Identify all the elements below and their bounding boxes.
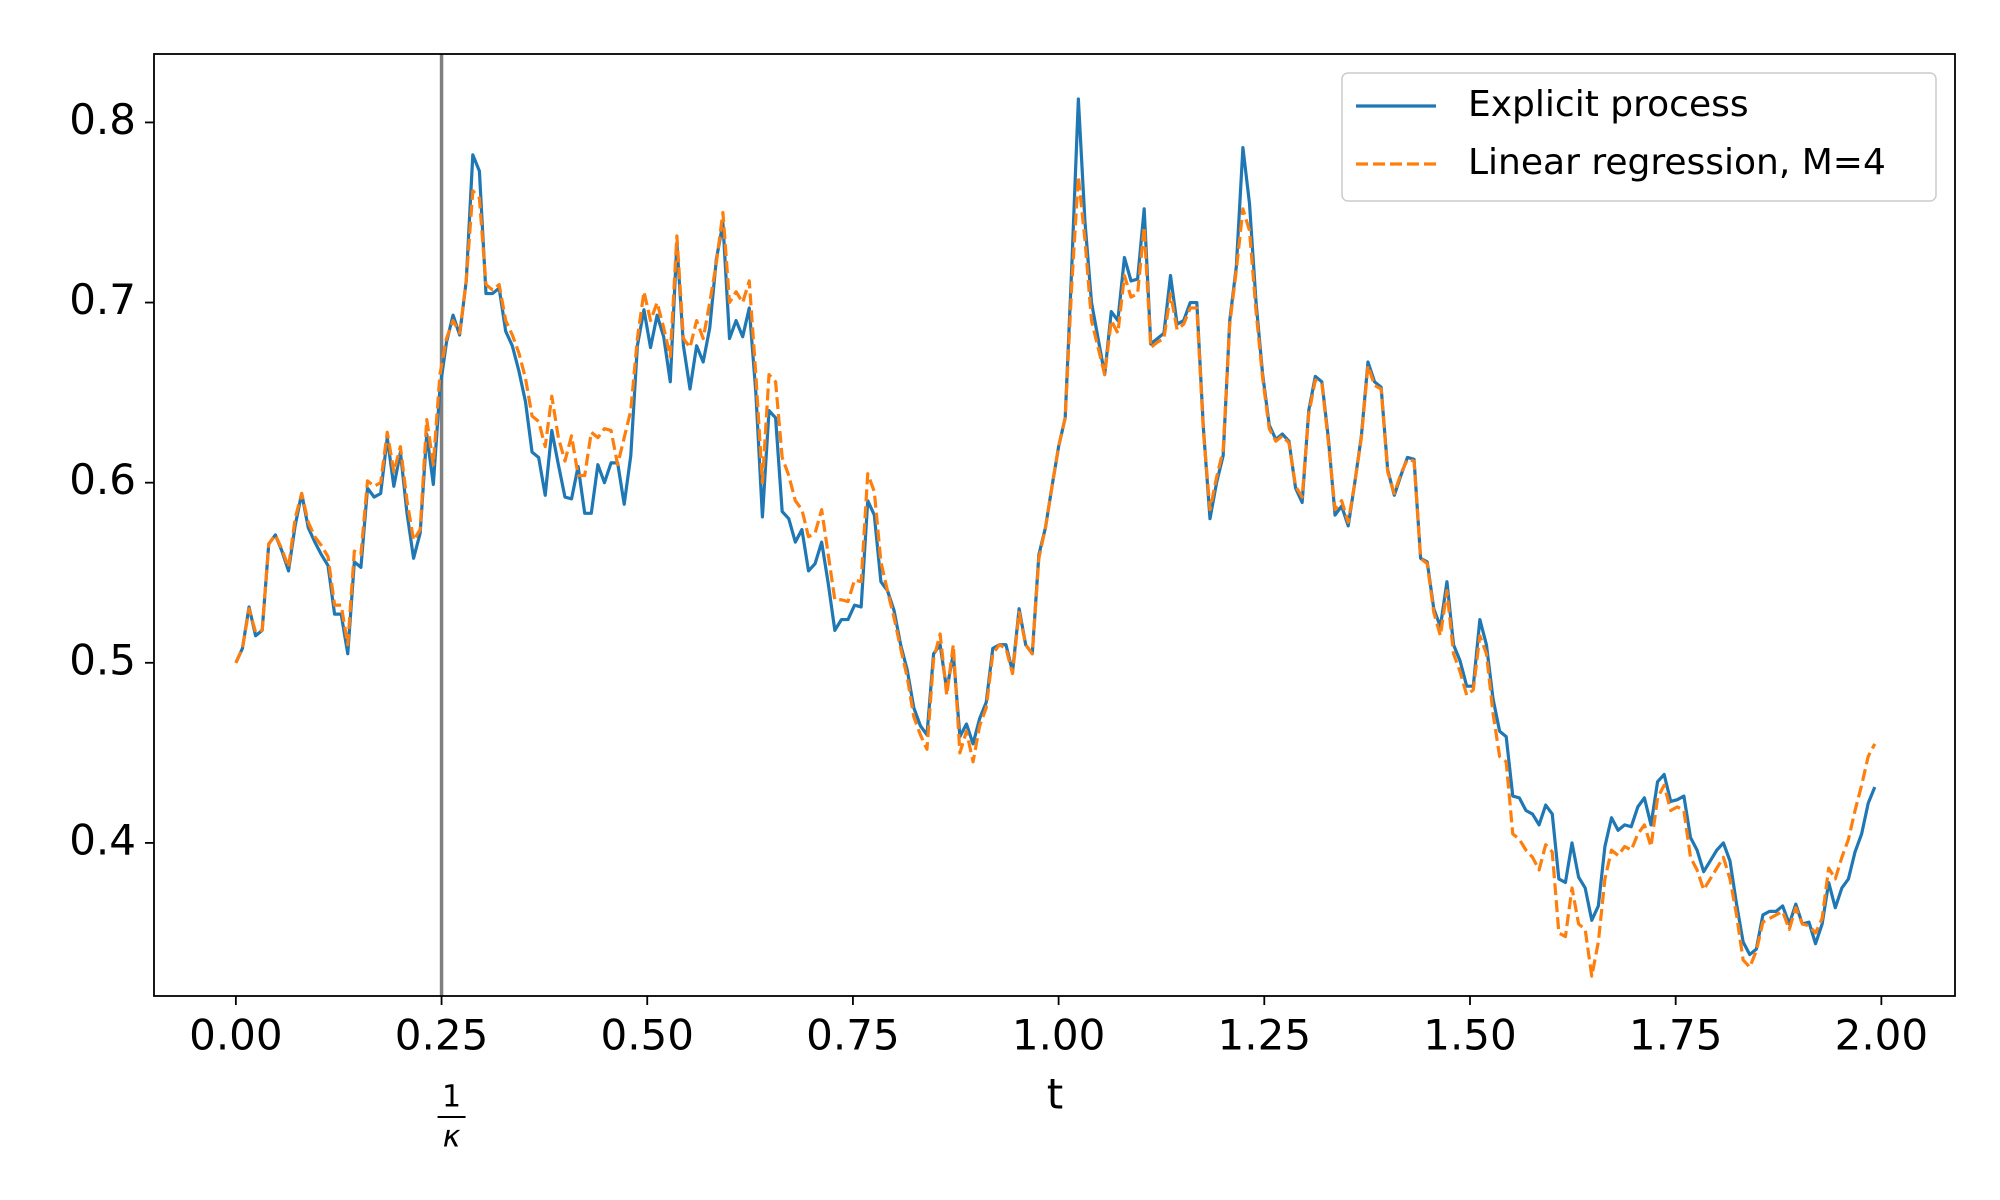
y-tick-label: 0.6: [69, 455, 136, 504]
x-tick-label: 1.25: [1218, 1011, 1312, 1060]
series-line: [234, 97, 1877, 957]
y-tick-label: 0.4: [69, 815, 136, 864]
x-tick-label: 1.00: [1012, 1011, 1106, 1060]
x-tick-label: 0.75: [806, 1011, 900, 1060]
x-tick-label: 1.50: [1423, 1011, 1517, 1060]
x-tick-label: 0.00: [189, 1011, 283, 1060]
x-tick-label: 1.75: [1629, 1011, 1723, 1060]
x-tick-label: 2.00: [1835, 1011, 1929, 1060]
plot-area: [234, 54, 1877, 996]
y-tick-label: 0.5: [69, 635, 136, 684]
y-tick-label: 0.8: [69, 95, 136, 144]
legend-box: [1341, 72, 1937, 202]
reference-label-numerator: 1: [442, 1080, 461, 1115]
series-line: [234, 174, 1877, 978]
y-tick-label: 0.7: [69, 275, 136, 324]
x-axis-label: t: [1047, 1070, 1063, 1119]
x-tick-label: 0.50: [600, 1011, 694, 1060]
axes-frame: [153, 53, 1956, 997]
reference-label-denominator: κ: [443, 1120, 461, 1155]
legend-label: Explicit process: [1468, 84, 1749, 125]
x-tick-label: 0.25: [395, 1011, 489, 1060]
legend-label: Linear regression, M=4: [1468, 142, 1886, 183]
